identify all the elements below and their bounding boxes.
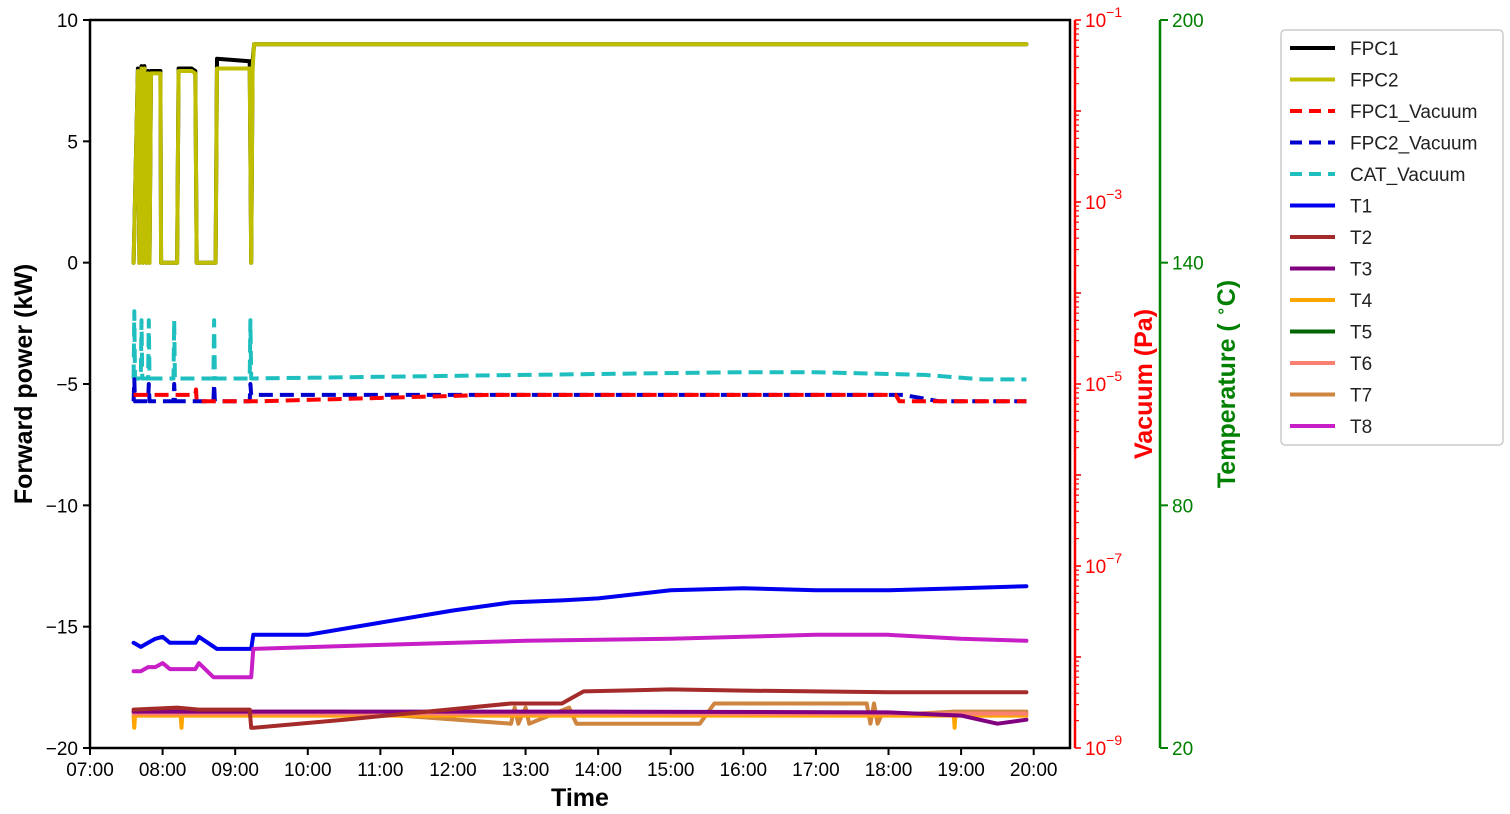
temperature-tick-label: 200 [1172,11,1204,32]
temperature-title-prefix: Temperature ( [1213,316,1241,488]
left-tick-label: 5 [67,132,78,153]
left-tick-label: −15 [46,618,78,639]
series-line-t8 [131,632,1029,680]
legend-label: FPC2_Vacuum [1350,134,1477,155]
left-axis-title: Forward power (kW) [10,264,38,504]
temperature-tick-label: 80 [1172,496,1193,517]
temperature-title-degree: ∘ [1213,306,1230,316]
legend-label: T2 [1350,228,1372,249]
left-tick-label: −10 [46,496,78,517]
left-tick-label: 10 [57,11,78,32]
legend-label: CAT_Vacuum [1350,165,1465,186]
legend-label: FPC2 [1350,71,1399,92]
x-tick-label: 16:00 [720,760,768,781]
legend-label: T3 [1350,260,1372,281]
vacuum-axis-title: Vacuum (Pa) [1130,309,1158,459]
series-layer [131,42,1029,730]
left-tick-label: −20 [46,739,78,760]
series-line-fpc2 [131,42,1029,265]
left-tick-label: 0 [67,254,78,275]
x-tick-label: 15:00 [647,760,695,781]
series-line-fpc1-vacuum [133,387,1027,404]
x-tick-label: 11:00 [357,760,403,781]
temperature-axis-title: Temperature ( ∘C) [1213,280,1241,488]
x-tick-label: 20:00 [1010,760,1058,781]
left-tick-label: −5 [56,375,78,396]
legend: FPC1 FPC2 FPC1_Vacuum FPC2_Vacuum CAT_Vacuum… [1280,29,1504,446]
vacuum-tick-label: 10−3 [1085,186,1122,214]
temperature-tick-label: 20 [1172,739,1193,760]
legend-label: FPC1 [1350,39,1399,60]
legend-label: T4 [1350,291,1373,312]
series-line-fpc2-vacuum [131,377,1027,404]
vacuum-tick-label: 10−5 [1085,368,1122,396]
legend-label: T6 [1350,354,1372,375]
vacuum-tick-label: 10−1 [1085,4,1122,32]
x-tick-label: 17:00 [792,760,840,781]
vacuum-tick-label: 10−7 [1085,550,1122,578]
x-tick-label: 08:00 [139,760,187,781]
temperature-axis: 200 140 80 20 [1158,11,1204,760]
x-tick-label: 12:00 [429,760,477,781]
x-tick-label: 13:00 [502,760,550,781]
legend-label: FPC1_Vacuum [1350,102,1477,123]
series-line-cat-vacuum [131,309,1027,382]
left-axis: 10 5 0 −5 −10 −15 −20 [46,11,90,760]
legend-label: T8 [1350,417,1372,438]
series-line-t2 [131,687,1029,730]
legend-box [1280,29,1504,446]
x-tick-label: 14:00 [574,760,622,781]
legend-label: T7 [1350,386,1372,407]
x-tick-label: 18:00 [865,760,913,781]
x-tick-label: 19:00 [937,760,985,781]
legend-label: T1 [1350,197,1372,218]
temperature-title-suffix: C) [1213,280,1241,306]
temperature-tick-label: 140 [1172,254,1204,275]
x-axis: 07:00 08:00 09:00 10:00 11:00 12:00 13:00 14:00… [66,748,1057,781]
x-tick-label: 07:00 [66,760,114,781]
legend-label: T5 [1350,323,1372,344]
x-tick-label: 10:00 [284,760,332,781]
x-axis-title: Time [551,784,609,812]
vacuum-axis: 10−1 10−3 10−5 10−7 10−9 [1073,4,1122,760]
series-line-t1 [131,584,1029,651]
x-tick-label: 09:00 [211,760,259,781]
vacuum-tick-label: 10−9 [1085,732,1122,760]
